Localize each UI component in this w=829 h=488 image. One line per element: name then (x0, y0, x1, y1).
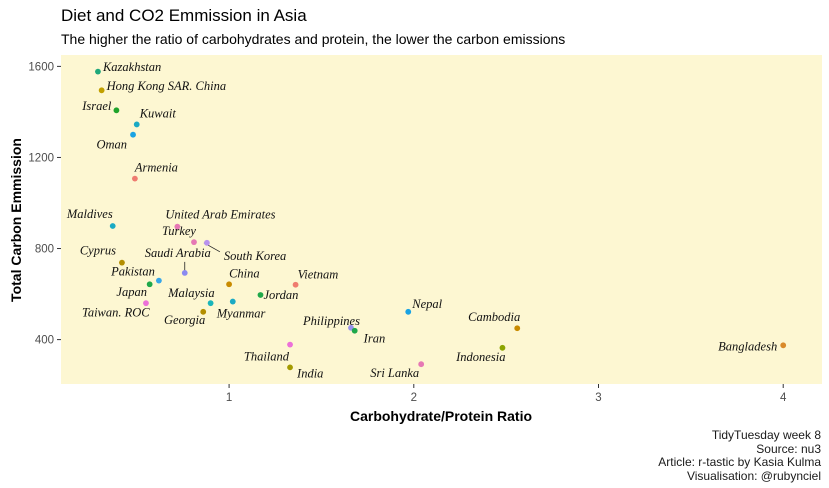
point-label: Taiwan. ROC (82, 305, 150, 319)
point-label: Indonesia (455, 350, 505, 364)
x-tick-label: 3 (595, 392, 601, 404)
point-label: Kazakhstan (102, 60, 161, 74)
data-point (131, 175, 138, 182)
data-point (780, 342, 787, 349)
point-label: Hong Kong SAR. China (106, 79, 226, 93)
point-labels: Kazakhstan Hong Kong SAR. China Israel Kuwa… (66, 60, 777, 380)
data-point (226, 281, 232, 288)
data-point (351, 327, 358, 334)
data-point (207, 300, 214, 307)
data-point (181, 269, 188, 276)
data-point (200, 308, 207, 315)
caption: TidyTuesday week 8 Source: nu3 Article: … (658, 428, 821, 483)
caption-line: Source: nu3 (756, 441, 821, 456)
data-point (292, 281, 299, 288)
point-label: Nepal (411, 297, 442, 311)
point-label: Cambodia (468, 310, 520, 324)
data-point (143, 300, 149, 307)
point-label: Sri Lanka (370, 366, 419, 380)
point-label: United Arab Emirates (165, 208, 275, 222)
point-label: Philippines (302, 314, 360, 328)
x-tick-label: 1 (226, 392, 232, 404)
data-point (287, 364, 293, 371)
y-tick-label: 1200 (28, 152, 54, 164)
point-label: China (229, 266, 260, 280)
caption-line: Visualisation: @rubynciel (686, 468, 821, 483)
point-label: Cyprus (80, 244, 116, 258)
x-tick-label: 2 (411, 392, 417, 404)
data-points (95, 68, 787, 371)
chart-title: Diet and CO2 Emmission in Asia (61, 6, 307, 25)
data-point (113, 107, 120, 114)
data-point (287, 341, 293, 348)
point-label: Oman (96, 138, 127, 152)
point-label: Pakistan (110, 265, 155, 279)
point-label: Israel (81, 99, 112, 113)
data-point (405, 308, 412, 315)
point-label: Kuwait (139, 106, 177, 120)
plot-panel (61, 55, 822, 384)
point-label: Malaysia (167, 286, 215, 300)
data-point (514, 325, 521, 332)
point-label: Thailand (244, 350, 290, 364)
point-label: India (296, 366, 323, 380)
data-point (109, 223, 116, 229)
x-axis-title: Carbohydrate/Protein Ratio (350, 408, 532, 424)
y-tick-label: 1600 (28, 61, 54, 73)
point-label: Maldives (66, 207, 113, 221)
data-point (229, 298, 236, 305)
data-point (133, 121, 140, 128)
y-tick-label: 400 (35, 335, 54, 347)
data-point (95, 68, 101, 75)
chart-subtitle: The higher the ratio of carbohydrates an… (61, 31, 566, 47)
point-label: Myanmar (216, 307, 266, 321)
data-point (146, 281, 153, 288)
point-label: South Korea (224, 249, 286, 263)
point-label: Bangladesh (718, 339, 777, 353)
y-axis: 400 800 1200 1600 (28, 61, 61, 347)
point-label: Turkey (162, 224, 196, 238)
caption-line: Article: r-tastic by Kasia Kulma (658, 455, 821, 469)
data-point (174, 223, 181, 230)
data-point (119, 259, 125, 266)
data-point (204, 239, 210, 246)
point-label: Saudi Arabia (145, 246, 211, 260)
point-label: Japan (116, 285, 147, 299)
caption-line: TidyTuesday week 8 (711, 428, 821, 442)
data-point (257, 292, 264, 298)
data-point (98, 87, 105, 94)
data-point (499, 344, 506, 351)
point-label: Vietnam (298, 268, 339, 282)
data-point (191, 239, 197, 246)
data-point (130, 131, 136, 138)
point-label: Iran (363, 332, 386, 346)
data-point (418, 361, 425, 368)
point-label: Georgia (164, 313, 205, 327)
point-label: Jordan (263, 288, 298, 302)
x-tick-label: 4 (780, 392, 787, 404)
point-label: Armenia (134, 161, 178, 175)
data-point (155, 277, 162, 284)
y-axis-title: Total Carbon Emmission (8, 138, 24, 302)
x-axis: 1 2 3 4 (226, 384, 787, 404)
y-tick-label: 800 (35, 244, 54, 256)
